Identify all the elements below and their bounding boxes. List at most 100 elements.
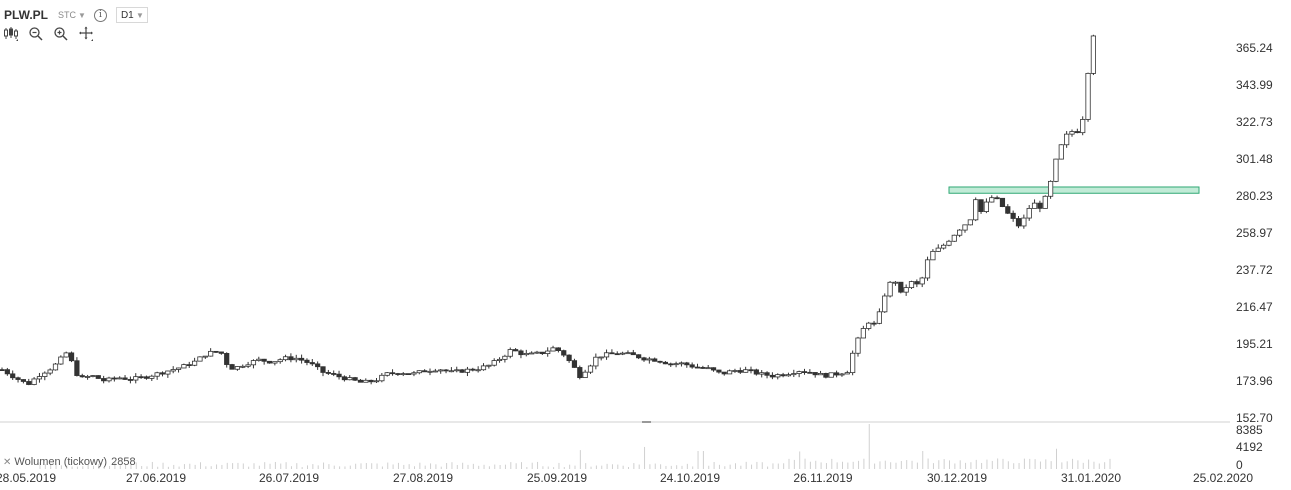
candle-body xyxy=(529,352,535,355)
candle-body xyxy=(256,358,262,361)
candle-body xyxy=(513,349,519,352)
candle-body xyxy=(999,197,1006,208)
chevron-down-icon[interactable]: ▼ xyxy=(78,10,86,20)
candle-body xyxy=(149,375,155,379)
candle-body xyxy=(769,374,776,378)
candle-body xyxy=(502,355,508,360)
candle-body xyxy=(293,357,299,361)
candle-body xyxy=(871,322,877,325)
candle-body xyxy=(593,356,599,367)
chart-header: PLW.PL STC ▼ i D1 ▼ xyxy=(4,6,148,24)
candlestick-type-icon[interactable] xyxy=(3,26,19,42)
candle-body xyxy=(678,362,685,365)
price-tick-label: 173.96 xyxy=(1236,374,1273,388)
candle-body xyxy=(967,219,973,226)
candle-body xyxy=(1042,195,1048,209)
candle-body xyxy=(117,377,123,380)
candle-body xyxy=(620,352,626,355)
candle-body xyxy=(989,197,995,203)
price-tick-label: 237.72 xyxy=(1236,263,1273,277)
candle-body xyxy=(539,351,545,355)
candle-body xyxy=(213,350,219,353)
candle-body xyxy=(657,360,663,363)
candle-body xyxy=(775,374,781,378)
candle-body xyxy=(882,295,888,313)
candle-body xyxy=(336,373,342,378)
interval-select[interactable]: D1 ▼ xyxy=(115,7,148,23)
candle-body xyxy=(470,368,476,371)
candle-body xyxy=(839,373,845,376)
candle-body xyxy=(47,369,53,374)
candle-body xyxy=(694,366,701,369)
candle-body xyxy=(309,362,315,365)
time-tick-label: 24.10.2019 xyxy=(660,471,720,485)
candle-body xyxy=(1010,212,1016,219)
candle-body xyxy=(1074,131,1080,134)
candle-body xyxy=(438,369,444,372)
candle-body xyxy=(716,369,722,373)
candle-body xyxy=(315,363,321,368)
candle-body xyxy=(266,360,273,364)
candle-body xyxy=(1015,218,1022,227)
resistance-zone[interactable] xyxy=(948,186,1200,194)
candle-body xyxy=(347,377,353,381)
zoom-in-icon[interactable] xyxy=(53,26,69,42)
candle-body xyxy=(422,370,428,373)
candle-body xyxy=(341,376,348,381)
crosshair-move-icon[interactable] xyxy=(78,26,94,42)
volume-indicator-name: Wolumen (tickowy) xyxy=(14,456,108,468)
candle-body xyxy=(496,358,503,361)
candle-body xyxy=(641,357,647,361)
candle-body xyxy=(1053,158,1059,182)
candle-body xyxy=(320,366,326,373)
candle-body xyxy=(759,372,765,375)
candle-body xyxy=(978,199,984,212)
candle-body xyxy=(58,356,64,365)
volume-bars xyxy=(39,424,1111,469)
candle-body xyxy=(288,356,294,361)
info-icon[interactable]: i xyxy=(93,8,107,22)
candle-body xyxy=(138,376,144,379)
candle-body xyxy=(801,371,808,373)
symbol-label[interactable]: PLW.PL xyxy=(4,8,49,22)
candle-body xyxy=(561,350,567,356)
candle-body xyxy=(68,352,75,362)
candle-body xyxy=(507,349,513,357)
candle-body xyxy=(780,374,786,377)
candle-body xyxy=(20,379,27,382)
candle-body xyxy=(4,369,10,375)
candle-body xyxy=(400,373,406,376)
candle-body xyxy=(127,379,133,381)
zoom-out-icon[interactable] xyxy=(28,26,44,42)
candle-body xyxy=(106,377,112,382)
candle-body xyxy=(363,379,369,383)
candle-body xyxy=(555,347,562,351)
candle-body xyxy=(480,365,487,371)
price-tick-label: 195.21 xyxy=(1236,337,1273,351)
candle-body xyxy=(951,234,957,242)
candle-body xyxy=(133,376,139,381)
volume-value: 2858 xyxy=(111,456,136,468)
candle-body xyxy=(903,287,909,293)
candle-body xyxy=(122,377,128,380)
candle-body xyxy=(812,372,818,376)
close-icon[interactable]: ✕ xyxy=(3,456,12,468)
candle-body xyxy=(331,373,337,375)
candle-body xyxy=(743,369,749,373)
candle-body xyxy=(170,369,176,372)
candle-body xyxy=(74,360,80,376)
time-tick-label: 25.02.2020 xyxy=(1193,471,1253,485)
candle-body xyxy=(405,373,412,376)
candle-body xyxy=(261,358,267,362)
candle-body xyxy=(946,240,952,246)
candle-body xyxy=(282,356,289,361)
candle-body xyxy=(240,365,246,368)
candle-body xyxy=(15,377,21,380)
candle-body xyxy=(411,372,417,375)
candle-body xyxy=(994,197,1000,200)
candle-body xyxy=(914,281,920,285)
candle-body xyxy=(935,247,941,252)
candle-body xyxy=(518,350,524,356)
candle-body xyxy=(957,229,963,236)
